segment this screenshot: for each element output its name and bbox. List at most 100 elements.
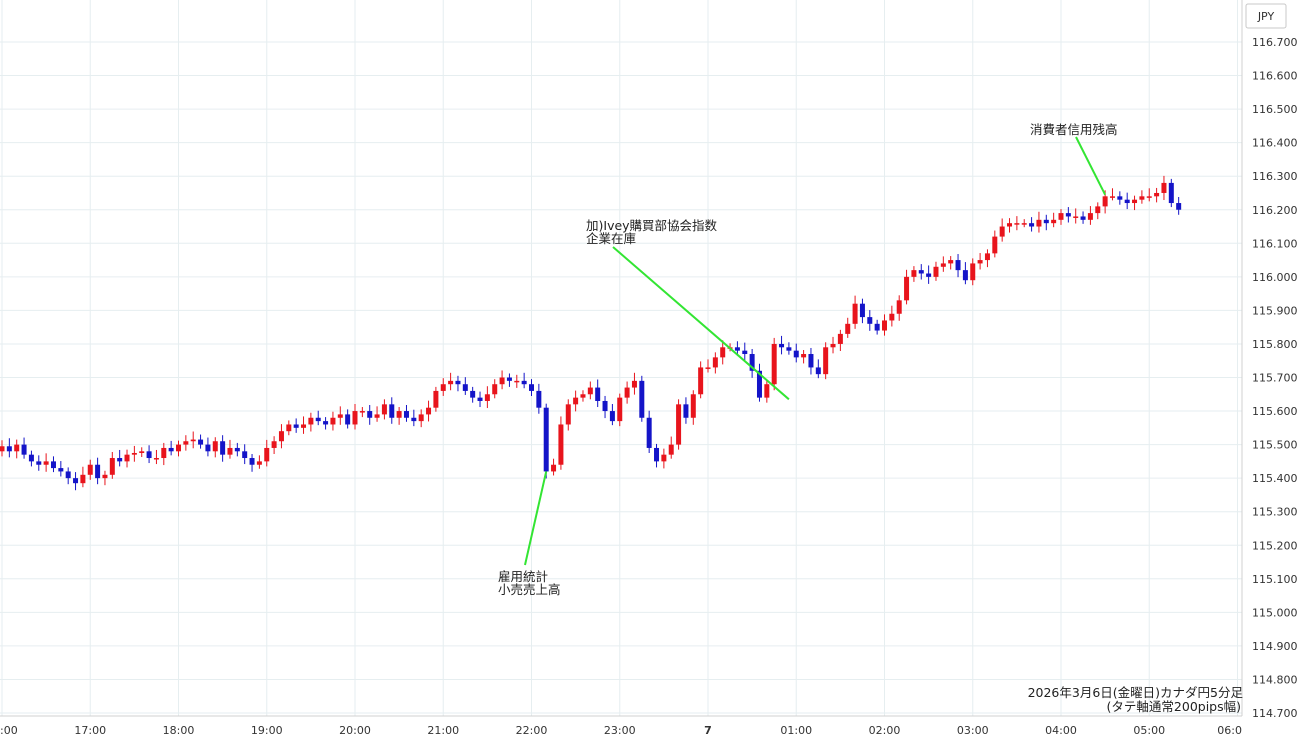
y-tick-label: 115.900 bbox=[1252, 304, 1298, 317]
candle bbox=[1139, 190, 1145, 204]
candle bbox=[1154, 187, 1160, 203]
candle bbox=[308, 412, 314, 432]
candle bbox=[462, 377, 468, 395]
price-axis: 116.700 116.600 116.500 116.400 116.300 116.2… bbox=[1252, 36, 1298, 720]
candle bbox=[911, 266, 917, 282]
candle bbox=[198, 434, 204, 449]
candle bbox=[933, 261, 939, 281]
candle bbox=[756, 363, 762, 402]
candle bbox=[808, 347, 814, 375]
candle bbox=[242, 444, 248, 465]
candle bbox=[551, 458, 557, 476]
candle bbox=[874, 319, 880, 335]
candle bbox=[359, 407, 365, 418]
candle bbox=[882, 314, 887, 336]
candle bbox=[139, 447, 145, 458]
candle bbox=[124, 449, 130, 468]
y-tick-label: 116.600 bbox=[1252, 70, 1298, 83]
y-tick-label: 116.500 bbox=[1252, 103, 1298, 116]
time-axis: :00 17:00 18:00 19:00 20:00 21:00 22:00 23:00 7 0… bbox=[0, 724, 1242, 737]
candle bbox=[1058, 209, 1064, 225]
candle bbox=[80, 466, 86, 488]
candle bbox=[631, 372, 637, 395]
candle bbox=[676, 399, 682, 450]
candle bbox=[433, 386, 439, 412]
candle bbox=[970, 258, 976, 286]
y-tick-label: 115.600 bbox=[1252, 405, 1298, 418]
y-tick-label: 114.700 bbox=[1252, 707, 1298, 720]
y-tick-label: 116.100 bbox=[1252, 237, 1298, 250]
candle bbox=[506, 373, 512, 387]
candle bbox=[455, 375, 461, 392]
y-tick-label: 115.000 bbox=[1252, 606, 1298, 619]
candle bbox=[1168, 178, 1174, 208]
candle bbox=[690, 390, 696, 425]
candle bbox=[1007, 218, 1013, 233]
candle bbox=[926, 265, 932, 284]
candle bbox=[1124, 192, 1130, 210]
candle bbox=[1073, 208, 1079, 224]
candle bbox=[1021, 219, 1027, 228]
candle bbox=[815, 359, 821, 379]
annotation-leader-line bbox=[1075, 136, 1107, 196]
candle bbox=[837, 329, 843, 351]
candle bbox=[1161, 175, 1167, 201]
candle bbox=[793, 343, 799, 363]
candle bbox=[109, 451, 115, 479]
candle bbox=[58, 461, 64, 477]
x-tick-label: 21:00 bbox=[427, 724, 459, 737]
candle bbox=[705, 359, 711, 373]
candle bbox=[43, 453, 49, 472]
candle bbox=[565, 399, 571, 431]
candle bbox=[852, 295, 858, 329]
candle bbox=[948, 256, 954, 270]
candle bbox=[661, 448, 667, 469]
candle bbox=[639, 375, 645, 422]
x-tick-label: 05:00 bbox=[1133, 724, 1165, 737]
candle bbox=[286, 420, 292, 436]
candles-layer bbox=[0, 175, 1182, 491]
candle bbox=[992, 230, 998, 258]
candle bbox=[749, 348, 755, 378]
candle bbox=[227, 439, 233, 459]
candle bbox=[904, 269, 910, 305]
candle bbox=[984, 249, 990, 268]
candle bbox=[786, 342, 792, 355]
candle bbox=[683, 397, 689, 424]
chart-grid bbox=[0, 0, 1242, 716]
candle bbox=[381, 399, 387, 420]
candle bbox=[514, 374, 520, 388]
candle bbox=[65, 467, 71, 485]
candle bbox=[264, 439, 270, 467]
candle bbox=[337, 406, 343, 425]
candle bbox=[573, 390, 579, 412]
candle bbox=[95, 457, 101, 485]
caption-line-2: (タテ軸通常200pips幅) bbox=[1107, 699, 1241, 714]
candle bbox=[1132, 195, 1138, 211]
annotation-text: 雇用統計 bbox=[498, 569, 548, 584]
y-tick-label: 116.700 bbox=[1252, 36, 1298, 49]
candle bbox=[529, 379, 534, 396]
candle bbox=[896, 295, 902, 321]
candle bbox=[940, 256, 946, 272]
candle bbox=[999, 218, 1005, 242]
candle bbox=[1065, 207, 1071, 223]
candle bbox=[1043, 214, 1049, 231]
candle bbox=[0, 440, 5, 457]
candle bbox=[323, 417, 329, 430]
candle bbox=[102, 470, 108, 486]
x-tick-label: 23:00 bbox=[604, 724, 636, 737]
x-tick-label: 20:00 bbox=[339, 724, 371, 737]
candle bbox=[698, 361, 704, 399]
candle bbox=[440, 378, 446, 396]
candle bbox=[21, 437, 27, 459]
candle bbox=[470, 386, 476, 403]
candle bbox=[87, 459, 93, 480]
annotation-leader-line bbox=[612, 246, 790, 401]
candle bbox=[1176, 197, 1182, 215]
candle bbox=[73, 472, 79, 491]
candle bbox=[918, 264, 924, 280]
